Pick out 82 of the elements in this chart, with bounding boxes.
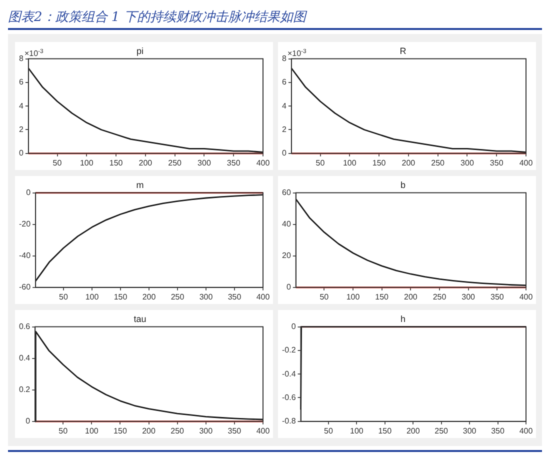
x-tick-label: 150 — [113, 426, 127, 436]
y-tick-label: -0.2 — [281, 346, 296, 355]
y-tick-label: -0.8 — [281, 416, 296, 426]
x-tick-label: 300 — [460, 158, 474, 168]
y-tick-label: 0.6 — [18, 322, 30, 332]
x-tick-label: 200 — [406, 426, 420, 436]
x-tick-label: 50 — [319, 292, 329, 302]
y-tick-label: 0 — [286, 282, 291, 292]
x-tick-label: 100 — [349, 426, 364, 436]
x-tick-label: 250 — [430, 158, 445, 168]
text: 图表2：政策组合 1 下的持续财政冲击脉冲结果如图 — [8, 9, 308, 27]
x-tick-label: 300 — [198, 426, 213, 436]
x-tick-label: 300 — [461, 292, 476, 302]
x-tick-label: 200 — [403, 292, 418, 302]
x-tick-label: 400 — [256, 426, 270, 436]
x-tick-label: 50 — [52, 158, 62, 168]
y-tick-label: 4 — [281, 101, 286, 110]
x-tick-label: 150 — [113, 292, 128, 302]
x-tick-label: 350 — [227, 292, 242, 302]
y-tick-label: -40 — [18, 251, 31, 260]
x-tick-label: 50 — [315, 158, 325, 168]
y-tick-label: 60 — [281, 188, 291, 198]
y-tick-label: 8 — [18, 54, 24, 64]
x-tick-label: 250 — [432, 292, 446, 302]
x-tick-label: 150 — [378, 426, 392, 436]
chart-title: pi — [136, 46, 144, 56]
y-tick-label: 0.2 — [18, 385, 30, 394]
x-tick-label: 350 — [490, 426, 504, 436]
x-tick-label: 350 — [226, 158, 240, 168]
x-tick-label: 350 — [227, 426, 242, 436]
y-tick-label: 0 — [25, 416, 30, 426]
y-tick-label: 20 — [281, 251, 291, 260]
x-tick-label: 250 — [434, 426, 448, 436]
y-tick-label: 2 — [281, 124, 286, 134]
x-tick-label: 350 — [489, 158, 504, 168]
x-tick-label: 100 — [84, 426, 98, 436]
y-tick-label: 2 — [18, 124, 24, 134]
y-tick-label: 6 — [281, 78, 286, 87]
y-tick-label: 0 — [290, 322, 296, 332]
x-tick-label: 100 — [79, 158, 94, 168]
x-tick-label: 400 — [256, 292, 270, 302]
x-tick-label: 50 — [323, 426, 333, 436]
y-tick-label: 6 — [18, 78, 24, 87]
x-tick-label: 50 — [58, 292, 68, 302]
x-tick-label: 200 — [401, 158, 416, 168]
x-tick-label: 300 — [197, 158, 211, 168]
y-tick-label: 0.4 — [18, 354, 30, 363]
x-tick-label: 350 — [490, 292, 504, 302]
y-tick-label: -60 — [18, 282, 31, 292]
x-tick-label: 150 — [108, 158, 123, 168]
x-tick-label: 50 — [58, 426, 68, 436]
chart-title: R — [399, 46, 406, 56]
x-tick-label: 400 — [518, 292, 533, 302]
y-tick-label: 4 — [18, 101, 24, 110]
x-tick-label: 100 — [342, 158, 356, 168]
chart-title: h — [400, 314, 406, 324]
chart-title: tau — [133, 314, 146, 324]
x-tick-label: 250 — [168, 158, 182, 168]
y-tick-label: 8 — [281, 54, 286, 64]
x-tick-label: 100 — [84, 292, 99, 302]
y-tick-label: 0 — [281, 148, 286, 158]
y-tick-label: -0.4 — [281, 369, 296, 378]
x-tick-label: 200 — [142, 426, 156, 436]
x-tick-label: 300 — [198, 292, 213, 302]
chart-title: m — [136, 180, 144, 190]
y-tick-label: -0.6 — [281, 392, 296, 402]
chart-title: b — [400, 180, 406, 190]
x-tick-label: 300 — [462, 426, 476, 436]
x-tick-label: 250 — [170, 292, 184, 302]
x-tick-label: 200 — [142, 292, 156, 302]
x-tick-label: 400 — [256, 158, 270, 168]
x-tick-label: 150 — [374, 292, 389, 302]
x-tick-label: 100 — [346, 292, 360, 302]
x-tick-label: 200 — [138, 158, 152, 168]
x-tick-label: 150 — [372, 158, 386, 168]
y-tick-label: 0 — [26, 188, 31, 198]
x-tick-label: 250 — [170, 426, 184, 436]
y-tick-label: -20 — [18, 220, 31, 229]
y-tick-label: 0 — [18, 148, 24, 158]
y-tick-label: 40 — [281, 220, 291, 229]
x-tick-label: 400 — [518, 158, 533, 168]
x-tick-label: 400 — [518, 426, 533, 436]
